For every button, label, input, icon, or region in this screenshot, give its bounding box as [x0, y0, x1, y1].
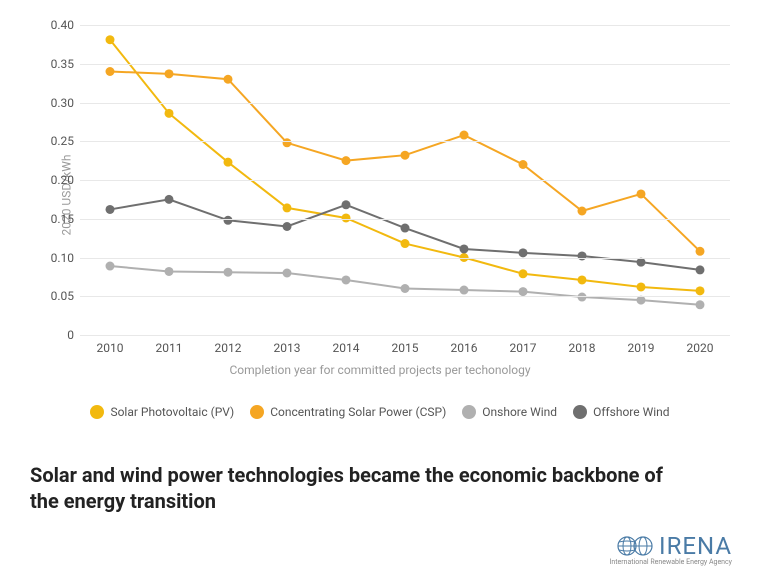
x-tick-label: 2015 — [392, 341, 419, 355]
series-marker — [106, 205, 115, 214]
series-marker — [578, 275, 587, 284]
series-marker — [224, 75, 233, 84]
series-marker — [283, 269, 292, 278]
gridline — [80, 64, 730, 65]
series-marker — [342, 200, 351, 209]
series-line — [110, 199, 700, 270]
series-marker — [106, 67, 115, 76]
x-tick-label: 2012 — [215, 341, 242, 355]
gridline — [80, 25, 730, 26]
series-marker — [519, 160, 528, 169]
series-marker — [106, 262, 115, 271]
series-marker — [342, 275, 351, 284]
series-marker — [578, 251, 587, 260]
series-marker — [224, 158, 233, 167]
series-marker — [165, 109, 174, 118]
series-marker — [283, 222, 292, 231]
globe-icon — [617, 534, 653, 558]
series-marker — [165, 69, 174, 78]
headline: Solar and wind power technologies became… — [30, 462, 670, 514]
series-marker — [224, 216, 233, 225]
series-marker — [696, 286, 705, 295]
legend-dot-icon — [462, 405, 476, 419]
x-tick-label: 2014 — [333, 341, 360, 355]
series-marker — [696, 247, 705, 256]
gridline — [80, 103, 730, 104]
logo-subtitle: International Renewable Energy Agency — [609, 558, 732, 566]
series-marker — [637, 258, 646, 267]
x-tick-label: 2013 — [274, 341, 301, 355]
series-marker — [401, 239, 410, 248]
legend-label: Offshore Wind — [593, 405, 670, 419]
legend-dot-icon — [573, 405, 587, 419]
x-axis-label: Completion year for committed projects p… — [30, 363, 730, 377]
y-tick-label: 0.10 — [34, 251, 74, 265]
x-tick-label: 2018 — [569, 341, 596, 355]
gridline — [80, 219, 730, 220]
legend-label: Concentrating Solar Power (CSP) — [270, 405, 446, 419]
series-marker — [401, 224, 410, 233]
series-marker — [637, 282, 646, 291]
gridline — [80, 296, 730, 297]
series-marker — [283, 138, 292, 147]
plot-area: 00.050.100.150.200.250.300.350.402010201… — [80, 25, 730, 335]
series-marker — [401, 151, 410, 160]
y-tick-label: 0.30 — [34, 96, 74, 110]
series-marker — [519, 248, 528, 257]
series-marker — [637, 189, 646, 198]
series-marker — [106, 35, 115, 44]
x-tick-label: 2020 — [687, 341, 714, 355]
legend-item: Concentrating Solar Power (CSP) — [250, 405, 446, 419]
series-marker — [224, 268, 233, 277]
legend-item: Solar Photovoltaic (PV) — [90, 405, 234, 419]
logo-text: IRENA — [659, 532, 732, 560]
y-tick-label: 0.35 — [34, 57, 74, 71]
series-marker — [401, 284, 410, 293]
gridline — [80, 141, 730, 142]
legend: Solar Photovoltaic (PV) Concentrating Sol… — [0, 405, 760, 419]
series-marker — [283, 203, 292, 212]
legend-item: Onshore Wind — [462, 405, 557, 419]
x-tick-label: 2017 — [510, 341, 537, 355]
series-marker — [460, 244, 469, 253]
series-marker — [696, 265, 705, 274]
x-tick-label: 2019 — [628, 341, 655, 355]
legend-label: Onshore Wind — [482, 405, 557, 419]
y-tick-label: 0.25 — [34, 134, 74, 148]
series-marker — [519, 269, 528, 278]
legend-dot-icon — [250, 405, 264, 419]
legend-dot-icon — [90, 405, 104, 419]
x-tick-label: 2016 — [451, 341, 478, 355]
legend-item: Offshore Wind — [573, 405, 670, 419]
series-marker — [578, 207, 587, 216]
series-marker — [165, 267, 174, 276]
gridline — [80, 335, 730, 336]
gridline — [80, 258, 730, 259]
series-marker — [696, 300, 705, 309]
gridline — [80, 180, 730, 181]
series-marker — [460, 131, 469, 140]
x-tick-label: 2011 — [156, 341, 183, 355]
y-tick-label: 0.15 — [34, 212, 74, 226]
series-marker — [519, 287, 528, 296]
legend-label: Solar Photovoltaic (PV) — [110, 405, 234, 419]
irena-logo: IRENA International Renewable Energy Age… — [617, 532, 732, 560]
y-tick-label: 0.40 — [34, 18, 74, 32]
series-marker — [342, 156, 351, 165]
series-marker — [460, 286, 469, 295]
series-marker — [165, 195, 174, 204]
y-tick-label: 0 — [34, 328, 74, 342]
chart-container: 2020 USD/kWh 00.050.100.150.200.250.300.… — [30, 25, 730, 365]
y-tick-label: 0.20 — [34, 173, 74, 187]
x-tick-label: 2010 — [97, 341, 124, 355]
y-tick-label: 0.05 — [34, 289, 74, 303]
